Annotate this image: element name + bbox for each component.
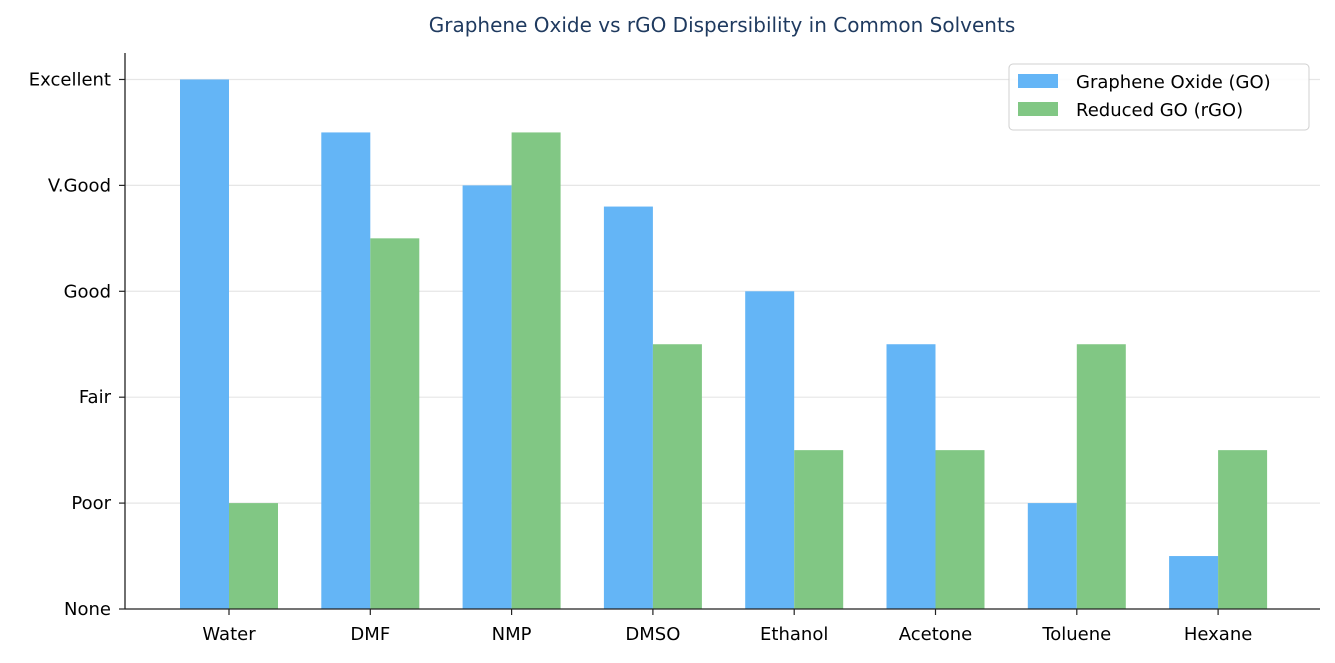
y-tick-label: Excellent	[29, 69, 111, 90]
bar-rgo-nmp	[511, 132, 561, 609]
bar-go-acetone	[886, 344, 936, 609]
x-tick-label: Hexane	[1184, 624, 1252, 645]
legend-label: Graphene Oxide (GO)	[1076, 72, 1271, 93]
legend-label: Reduced GO (rGO)	[1076, 100, 1243, 121]
y-tick-label: Fair	[79, 387, 112, 408]
x-tick-label: DMF	[350, 624, 390, 645]
x-tick-label: Water	[202, 624, 256, 645]
bar-go-dmso	[603, 206, 653, 610]
bar-rgo-acetone	[935, 450, 985, 609]
bar-rgo-ethanol	[794, 450, 844, 609]
y-tick-label: Good	[64, 281, 111, 302]
bar-go-nmp	[462, 185, 512, 609]
legend-swatch	[1018, 102, 1058, 116]
bar-go-water	[180, 79, 229, 609]
y-tick-label: None	[64, 599, 111, 620]
axes: None Poor Fair Good V.Good Excellent Water DMF N…	[29, 53, 1320, 645]
bar-go-hexane	[1169, 556, 1219, 609]
bar-rgo-dmf	[370, 238, 420, 610]
bar-rgo-water	[229, 503, 278, 609]
bar-go-ethanol	[745, 291, 795, 609]
bars	[180, 79, 1268, 610]
bar-rgo-toluene	[1076, 344, 1126, 609]
legend: Graphene Oxide (GO) Reduced GO (rGO)	[1008, 63, 1310, 131]
gridlines	[125, 78, 1320, 504]
x-tick-label: DMSO	[625, 624, 680, 645]
legend-swatch	[1018, 74, 1058, 88]
legend-box	[1008, 63, 1310, 131]
x-tick-label: NMP	[492, 624, 532, 645]
bar-go-toluene	[1027, 503, 1077, 609]
x-tick-label: Acetone	[899, 624, 973, 645]
chart-title: Graphene Oxide vs rGO Dispersibility in …	[429, 13, 1015, 37]
x-tick-label: Ethanol	[760, 624, 828, 645]
y-tick-label: Poor	[71, 493, 111, 514]
x-tick-label: Toluene	[1041, 624, 1111, 645]
y-tick-label: V.Good	[48, 175, 111, 196]
bar-rgo-dmso	[652, 344, 702, 609]
bar-go-dmf	[321, 132, 371, 609]
bar-rgo-hexane	[1218, 450, 1268, 609]
